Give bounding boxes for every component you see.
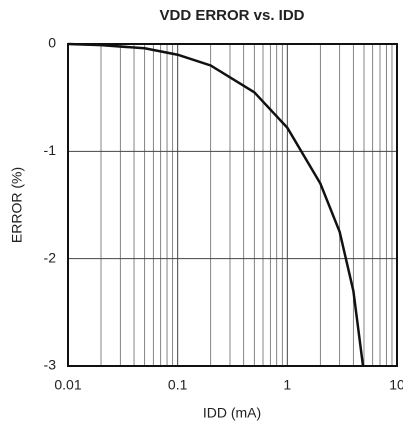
- y-tick-label: -2: [44, 249, 57, 265]
- x-tick-label: 1: [283, 377, 291, 393]
- y-tick-label: 0: [48, 35, 56, 51]
- x-tick-label: 0.1: [168, 377, 188, 393]
- x-tick-label: 0.01: [54, 377, 81, 393]
- data-line: [67, 42, 365, 367]
- y-axis-label: ERROR (%): [9, 167, 25, 243]
- x-axis-label: IDD (mA): [203, 405, 261, 421]
- y-tick-label: -3: [44, 357, 57, 373]
- plot-frame: [67, 43, 398, 367]
- x-tick-label: 10: [389, 377, 403, 393]
- chart-title: VDD ERROR vs. IDD: [159, 7, 304, 24]
- y-tick-label: -1: [44, 142, 57, 158]
